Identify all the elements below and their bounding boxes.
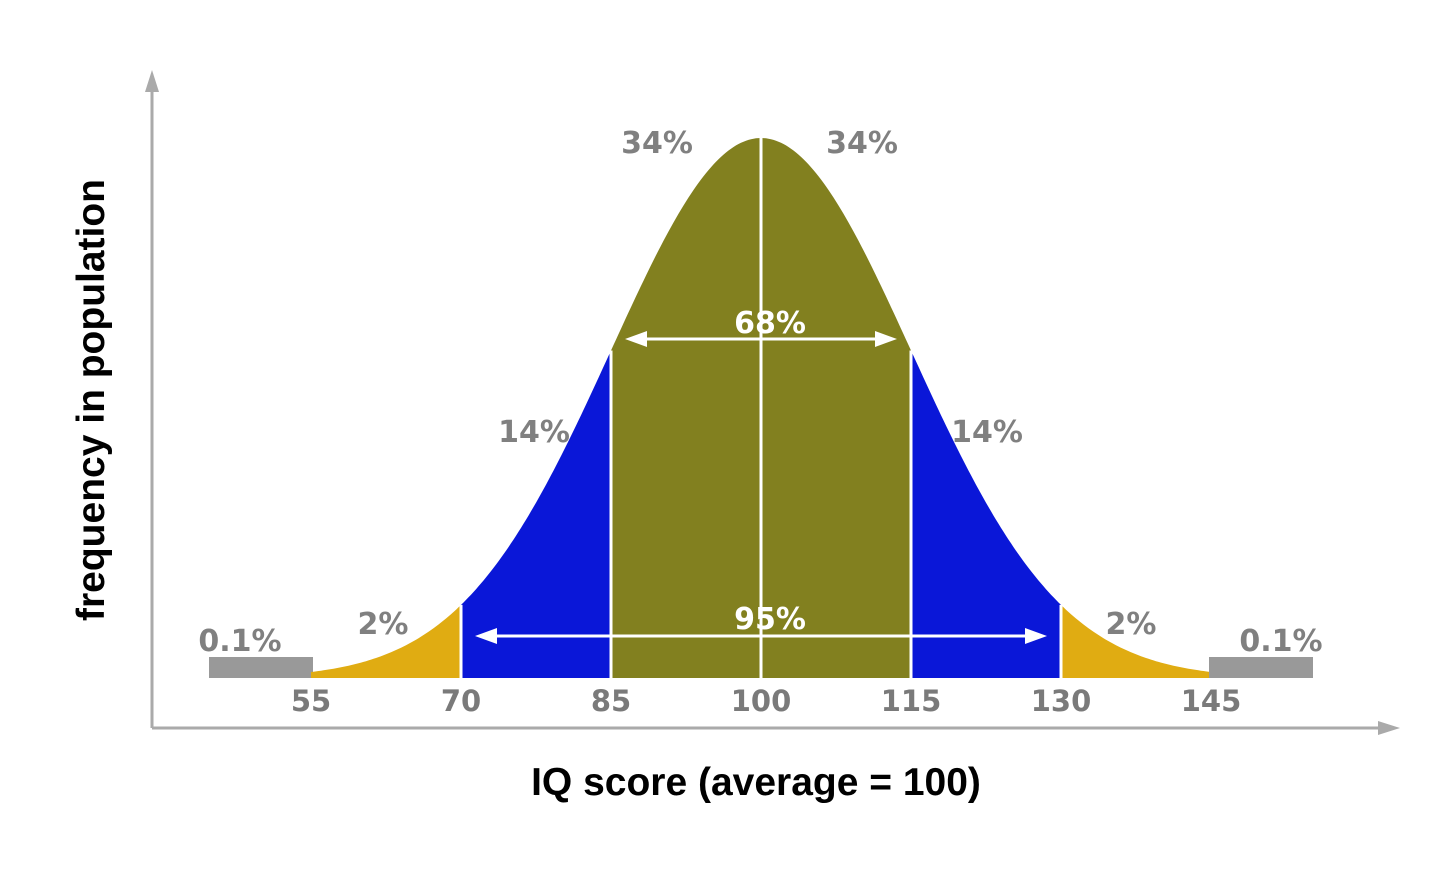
band-percentage-label: 2% [1106,607,1157,642]
x-axis-title: IQ score (average = 100) [531,761,981,804]
band-percentage-label: 34% [826,126,898,161]
bands-layer [209,138,1313,678]
tick-label: 145 [1181,684,1242,718]
band-percentage-label: 0.1% [1239,624,1322,659]
tick-label: 55 [291,684,331,718]
band-area-2 [461,350,611,678]
span-annotations: 68% 95% [475,306,1047,644]
y-axis-arrow-icon [145,70,159,92]
y-axis-title: frequency in population [70,179,113,621]
band-percentage-label: 0.1% [198,624,281,659]
span-annotation-label: 95% [734,602,806,637]
arrow-left-icon [475,628,497,644]
band-percentage-label: 14% [498,415,570,450]
tick-label: 85 [591,684,631,718]
arrow-left-icon [625,331,647,347]
span-annotation-label: 68% [734,306,806,341]
x-axis-arrow-icon [1378,721,1400,735]
band-tail-bar [209,657,313,678]
band-percentage-label: 2% [358,607,409,642]
band-area-6 [1061,604,1211,678]
tick-labels: 55 70 85 100 115 130 145 [291,684,1241,718]
dividers-layer [459,138,1063,678]
band-area-5 [911,350,1061,678]
tick-label: 130 [1031,684,1092,718]
percentage-labels: 0.1% 2% 14% 34% 34% 14% 2% 0.1% [198,126,1322,659]
arrow-right-icon [1025,628,1047,644]
band-percentage-label: 34% [621,126,693,161]
axes-layer [145,70,1400,735]
band-area-1 [311,604,461,678]
band-area-4 [761,138,911,678]
band-area-3 [611,138,761,678]
band-percentage-label: 14% [951,415,1023,450]
tick-label: 100 [731,684,792,718]
tick-label: 70 [441,684,481,718]
tick-label: 115 [881,684,942,718]
arrow-right-icon [875,331,897,347]
band-tail-bar [1209,657,1313,678]
